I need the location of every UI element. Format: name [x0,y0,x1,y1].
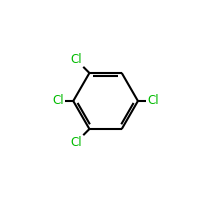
Text: Cl: Cl [71,53,82,66]
Text: Cl: Cl [52,95,64,108]
Text: Cl: Cl [71,136,82,149]
Text: Cl: Cl [147,95,159,108]
